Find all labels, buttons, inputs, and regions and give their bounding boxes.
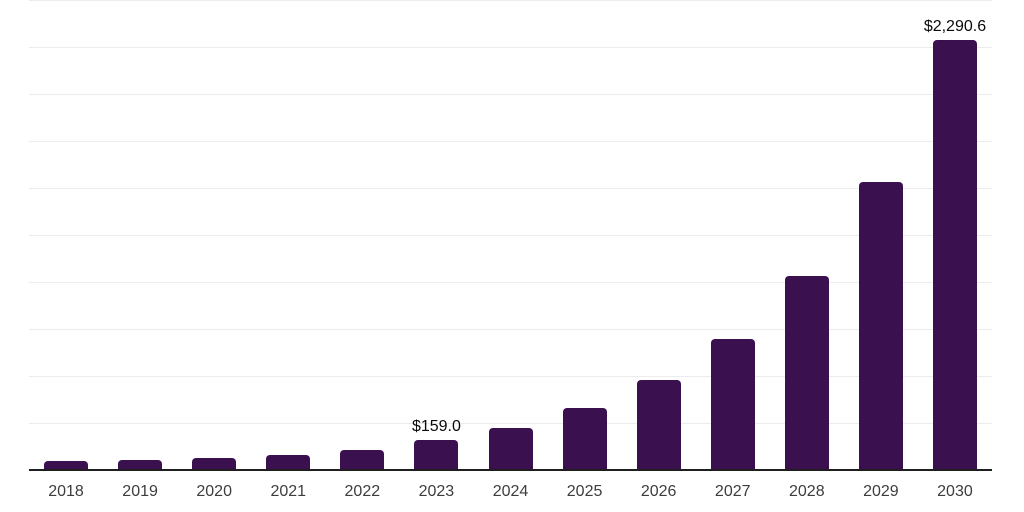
x-tick-2019: 2019 — [122, 483, 158, 500]
x-tick-2025: 2025 — [566, 483, 603, 500]
bar-2021 — [266, 454, 311, 470]
x-tick-2026: 2026 — [640, 483, 677, 500]
gridline-250 — [29, 422, 992, 424]
bar-2018 — [44, 461, 89, 470]
bar-2024 — [488, 428, 533, 470]
x-tick-2020: 2020 — [196, 483, 232, 500]
bar-2019 — [118, 460, 163, 470]
x-tick-2027: 2027 — [714, 483, 751, 500]
gridline-750 — [29, 328, 992, 330]
gridline-1500 — [29, 187, 992, 189]
x-tick-2021: 2021 — [270, 483, 307, 500]
gridline-1250 — [29, 234, 992, 236]
bar-2026 — [636, 380, 681, 470]
gridline-1750 — [29, 140, 992, 142]
bar-2023 — [414, 440, 459, 470]
bar-2025 — [562, 408, 607, 470]
bar-2029 — [858, 181, 903, 470]
bar-2030 — [932, 40, 977, 470]
bar-2028 — [784, 275, 829, 470]
x-tick-2030: 2030 — [937, 483, 973, 500]
x-tick-2022: 2022 — [344, 483, 381, 500]
bar-2020 — [192, 458, 237, 470]
gridline-2500 — [29, 0, 992, 2]
bar-2022 — [340, 450, 385, 470]
x-tick-2023: 2023 — [418, 483, 455, 500]
bar-2027 — [710, 338, 755, 470]
gridline-2250 — [29, 47, 992, 49]
x-tick-2029: 2029 — [863, 483, 899, 500]
x-tick-2024: 2024 — [492, 483, 529, 500]
gridline-2000 — [29, 94, 992, 96]
x-tick-2028: 2028 — [789, 483, 825, 500]
x-axis-line — [29, 469, 992, 471]
x-tick-2018: 2018 — [48, 483, 84, 500]
gridline-500 — [29, 375, 992, 377]
data-label-2030: $2,290.6 — [923, 18, 987, 35]
data-label-2023: $159.0 — [411, 418, 461, 436]
gridline-1000 — [29, 281, 992, 283]
